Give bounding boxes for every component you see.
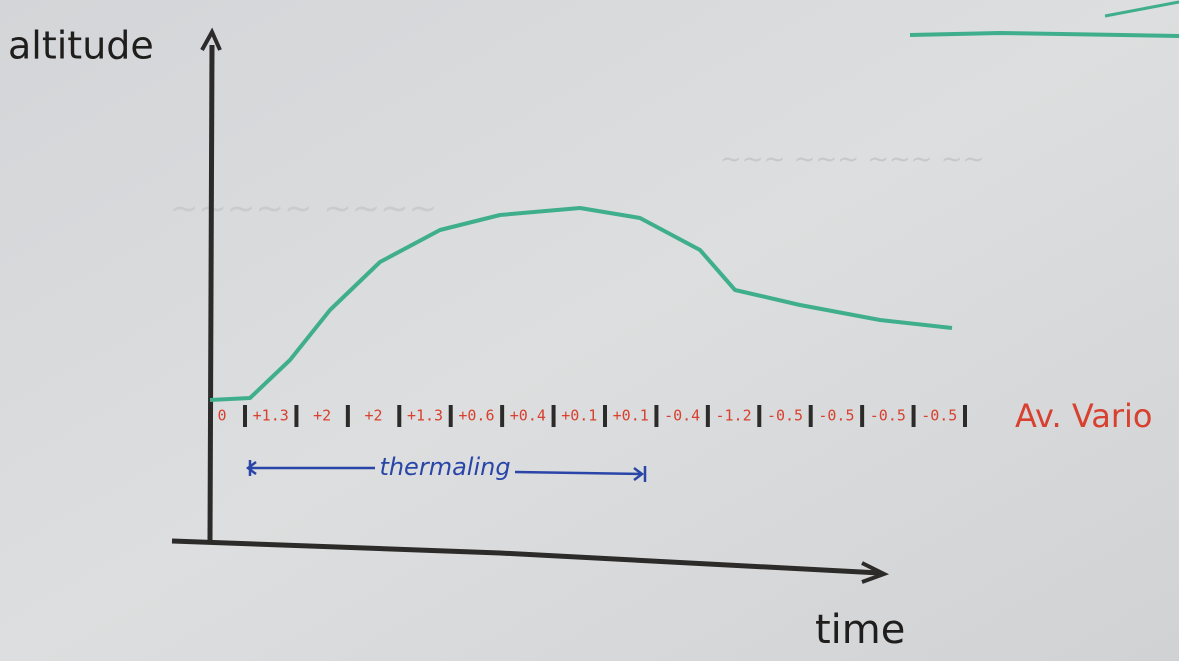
y-axis	[210, 45, 212, 540]
x-axis-label: time	[815, 607, 905, 653]
vario-value: +0.6	[458, 407, 494, 425]
annotation: thermaling	[379, 453, 510, 481]
vario-value: -0.5	[870, 407, 906, 425]
vario-value: -1.2	[716, 407, 752, 425]
vario-value: -0.4	[664, 407, 700, 425]
ghost-writing: ~~~ ~~~ ~~~ ~~	[720, 145, 984, 175]
vario-value: +2	[365, 407, 383, 425]
vario-value: -0.5	[767, 407, 803, 425]
vario-value: +2	[313, 407, 331, 425]
y-axis-label: altitude	[8, 24, 154, 68]
vario-value: +0.4	[510, 407, 546, 425]
vario-value: -0.5	[818, 407, 854, 425]
stray-line	[910, 33, 1179, 36]
vario-start: 0	[217, 407, 226, 425]
vario-value: +1.3	[253, 407, 289, 425]
background	[0, 0, 1179, 661]
page: ~~~~~ ~~~~ ~~~ ~~~ ~~~ ~~ altitude time …	[0, 0, 1179, 661]
whiteboard: ~~~~~ ~~~~ ~~~ ~~~ ~~~ ~~ altitude time …	[0, 0, 1179, 661]
vario-value: +1.3	[407, 407, 443, 425]
vario-value: +0.1	[613, 407, 649, 425]
vario-value: +0.1	[561, 407, 597, 425]
vario-value: -0.5	[921, 407, 957, 425]
vario-label: Av. Vario	[1015, 397, 1152, 435]
